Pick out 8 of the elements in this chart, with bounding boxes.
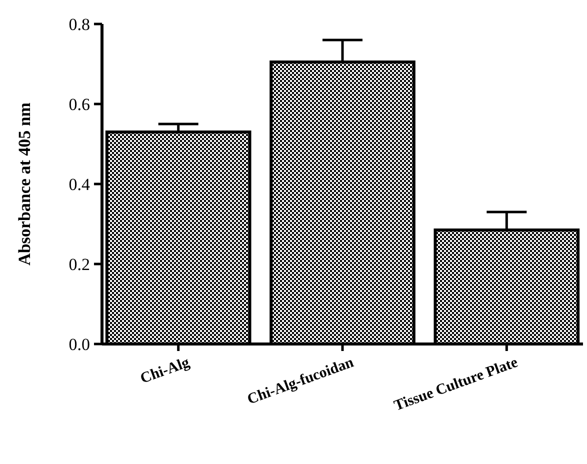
y-axis-title: Absorbance at 405 nm — [15, 102, 34, 266]
y-tick-label: 0.6 — [68, 94, 90, 114]
x-tick-label: Tissue Culture Plate — [392, 354, 520, 414]
y-tick-label: 0.0 — [68, 334, 90, 354]
x-tick-label: Chi-Alg — [138, 354, 192, 388]
y-tick-label: 0.4 — [68, 174, 90, 194]
y-tick-label: 0.8 — [68, 14, 90, 34]
y-tick-label: 0.2 — [68, 254, 90, 274]
